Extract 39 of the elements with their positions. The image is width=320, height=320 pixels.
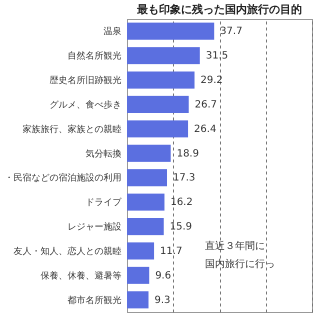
data-label: 11.7 bbox=[160, 246, 182, 257]
annotation: 直近３年間に bbox=[205, 240, 265, 252]
y-tick-label: 歴史名所旧跡観光 bbox=[50, 75, 122, 86]
y-tick-label: レジャー施設 bbox=[68, 222, 122, 233]
bar bbox=[127, 266, 150, 284]
y-tick-label: 温泉 bbox=[104, 26, 122, 38]
y-tick-label: 都市名所観光 bbox=[68, 294, 122, 306]
annotation: 国内旅行に行っ bbox=[205, 258, 275, 270]
data-label: 9.3 bbox=[154, 294, 170, 306]
y-tick-label: ・民宿などの宿泊施設の利用 bbox=[4, 172, 122, 184]
data-label: 31.5 bbox=[206, 50, 228, 62]
bar bbox=[127, 120, 188, 138]
y-tick-label: 保養、休養、避暑等 bbox=[40, 270, 122, 282]
data-label: 17.3 bbox=[173, 172, 196, 184]
bar bbox=[127, 71, 195, 89]
data-label: 37.7 bbox=[220, 26, 242, 38]
data-label: 9.6 bbox=[155, 270, 172, 282]
data-label: 26.7 bbox=[194, 99, 218, 110]
bar bbox=[127, 47, 200, 64]
bar bbox=[127, 22, 214, 40]
data-label: 29.2 bbox=[200, 75, 223, 86]
y-tick-label: グルメ、食べ歩き bbox=[50, 99, 122, 110]
chart-title: 最も印象に残った国内旅行の目的 bbox=[136, 3, 302, 16]
y-tick-label: 家族旅行、家族との親睦 bbox=[22, 124, 122, 135]
data-label: 16.2 bbox=[170, 197, 193, 208]
bar bbox=[127, 169, 168, 186]
bar bbox=[127, 291, 149, 308]
bar bbox=[127, 96, 189, 114]
data-label: 26.4 bbox=[194, 124, 216, 135]
bar bbox=[127, 242, 154, 260]
data-label: 15.9 bbox=[170, 222, 192, 233]
y-tick-label: 友人・知人、恋人との親睦 bbox=[14, 246, 122, 257]
bar bbox=[127, 194, 164, 211]
y-tick-label: ドライブ bbox=[86, 197, 122, 208]
bar bbox=[127, 218, 164, 236]
y-tick-label: 気分転換 bbox=[86, 148, 122, 160]
y-tick-label: 自然名所観光 bbox=[68, 50, 122, 62]
data-label: 18.9 bbox=[176, 148, 199, 160]
bar bbox=[127, 144, 171, 162]
